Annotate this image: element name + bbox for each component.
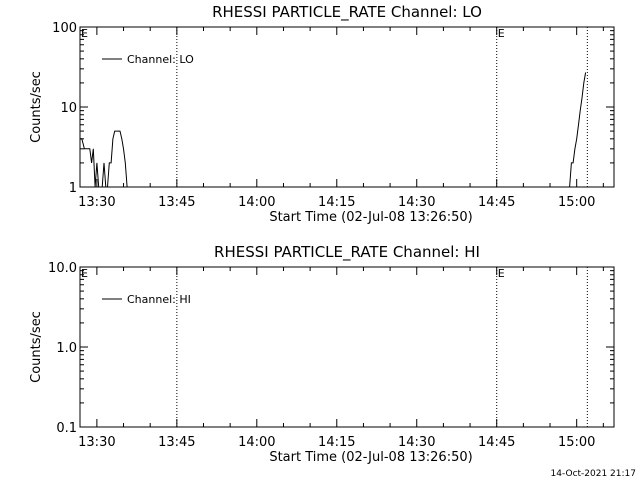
event-marker-label: E bbox=[81, 27, 88, 40]
x-axis-label: Start Time (02-Jul-08 13:26:50) bbox=[269, 210, 472, 225]
legend-label: Channel: LO bbox=[127, 53, 194, 66]
chart-title: RHESSI PARTICLE_RATE Channel: HI bbox=[214, 243, 480, 262]
legend-label: Channel: HI bbox=[127, 293, 191, 306]
chart-title: RHESSI PARTICLE_RATE Channel: LO bbox=[212, 3, 482, 22]
plot-frame bbox=[79, 26, 615, 188]
x-tick-label: 14:30 bbox=[398, 195, 435, 210]
y-tick-label: 100 bbox=[52, 21, 77, 36]
x-tick-label: 13:45 bbox=[158, 195, 195, 210]
y-tick-label: 1.0 bbox=[56, 341, 77, 356]
y-tick-label: 1 bbox=[69, 181, 77, 196]
x-tick-label: 13:30 bbox=[78, 195, 115, 210]
y-axis-label: Counts/sec bbox=[29, 311, 44, 383]
event-marker-label: E bbox=[81, 267, 88, 280]
x-tick-label: 13:45 bbox=[158, 435, 195, 450]
x-tick-label: 14:00 bbox=[238, 435, 275, 450]
x-tick-label: 14:00 bbox=[238, 195, 275, 210]
x-tick-label: 14:45 bbox=[478, 195, 515, 210]
y-tick-label: 10.0 bbox=[48, 261, 77, 276]
x-tick-label: 13:30 bbox=[78, 435, 115, 450]
x-axis-label: Start Time (02-Jul-08 13:26:50) bbox=[269, 450, 472, 465]
x-tick-label: 14:45 bbox=[478, 435, 515, 450]
footer-timestamp: 14-Oct-2021 21:17 bbox=[551, 469, 636, 479]
plot-frame bbox=[79, 266, 615, 428]
series-line-0-segment-0 bbox=[80, 130, 135, 188]
event-marker-label: E bbox=[498, 27, 505, 40]
y-tick-label: 10 bbox=[60, 101, 77, 116]
x-tick-label: 15:00 bbox=[558, 195, 595, 210]
y-tick-label: 0.1 bbox=[56, 421, 77, 436]
x-tick-label: 14:30 bbox=[398, 435, 435, 450]
x-tick-label: 14:15 bbox=[318, 435, 355, 450]
x-tick-label: 15:00 bbox=[558, 435, 595, 450]
series-line-0-segment-1 bbox=[566, 72, 587, 188]
x-tick-label: 14:15 bbox=[318, 195, 355, 210]
event-marker-label: E bbox=[498, 267, 505, 280]
y-axis-label: Counts/sec bbox=[29, 71, 44, 143]
